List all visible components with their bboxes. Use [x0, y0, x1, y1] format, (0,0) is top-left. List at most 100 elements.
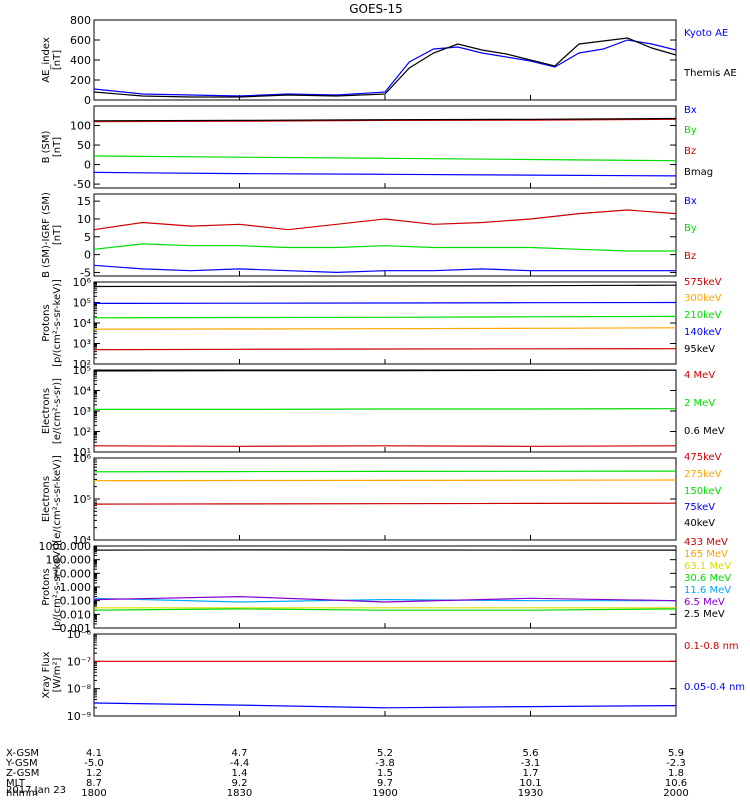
legend-bx: Bx	[684, 105, 697, 116]
y-tick-label: 0	[84, 159, 91, 172]
y-tick-label: 10⁴	[73, 534, 92, 547]
series-line-kyoto-ae	[93, 39, 677, 97]
y-tick-label: 600	[70, 34, 91, 47]
ephem-value: 1.8	[668, 768, 684, 779]
y-tick-label: 10⁴	[73, 317, 92, 330]
y-tick-label: 400	[70, 54, 91, 67]
legend-140kev: 140keV	[684, 327, 722, 338]
y-tick-label: 1000.000	[39, 540, 92, 553]
legend-210kev: 210keV	[684, 310, 722, 321]
y-tick-label: 200	[70, 74, 91, 87]
legend-0-1-0-8-nm: 0.1-0.8 nm	[684, 641, 739, 652]
series-line-bmag	[93, 117, 677, 122]
y-axis-label: Electrons	[41, 388, 52, 434]
ephem-value: 1900	[372, 788, 397, 799]
ephem-value: 8.7	[86, 778, 102, 789]
y-tick-label: 100.000	[46, 554, 92, 567]
y-axis-label: [nT]	[52, 137, 63, 157]
panel-2: -50 0 50 100 B (SM) [nT] Bx By Bz Bmag	[41, 105, 713, 191]
date-label: 2017 Jan 23	[6, 785, 66, 796]
y-axis-label: Protons	[41, 568, 52, 605]
y-tick-label: 1.000	[60, 581, 92, 594]
y-axis-label: Protons	[41, 304, 52, 341]
legend-by: By	[684, 223, 697, 234]
y-axis-label: [e/(cm²-s-sr)]	[52, 378, 63, 444]
panel-frame	[93, 281, 677, 365]
legend-433-mev: 433 MeV	[684, 537, 728, 548]
y-tick-label: 10²	[73, 426, 91, 439]
series-line-140kev	[93, 301, 677, 304]
y-tick-label: 50	[77, 139, 91, 152]
legend-2-5-mev: 2.5 MeV	[684, 609, 725, 620]
legend-bz: Bz	[684, 146, 696, 157]
series-line-6-5-mev	[93, 595, 677, 603]
y-axis-label: [p/(cm²-s-sr-keV)]	[52, 543, 63, 631]
y-tick-label: 0	[84, 94, 91, 107]
y-tick-label: 10	[77, 213, 91, 226]
legend-bmag: Bmag	[684, 167, 713, 178]
panel-frame	[93, 19, 677, 101]
series-line-4-mev	[93, 445, 677, 447]
series-line-bz	[93, 118, 677, 123]
legend-4-mev: 4 MeV	[684, 370, 715, 381]
ephem-value: 1830	[227, 788, 252, 799]
y-tick-label: -5	[80, 266, 91, 279]
ephem-label-z-gsm: Z-GSM	[6, 768, 39, 779]
legend-275kev: 275keV	[684, 469, 722, 480]
panel-frame	[93, 457, 677, 541]
panel-6: 10⁴ 10⁵ 10⁶ Electrons [e/(cm²-s-sr-keV)] 475k…	[41, 452, 722, 547]
y-axis-label: [nT]	[52, 225, 63, 245]
legend-2-mev: 2 MeV	[684, 398, 715, 409]
ephem-value: 10.1	[519, 778, 541, 789]
ephem-label-hhmm: hhmm	[6, 788, 38, 799]
ephem-value: -5.0	[84, 758, 104, 769]
y-tick-label: 10⁻⁶	[67, 628, 92, 641]
series-line-2-mev	[94, 408, 677, 410]
y-tick-label: 10⁵	[73, 493, 91, 506]
series-line-30-6-mev	[93, 608, 677, 611]
ephem-value: 1.7	[523, 768, 539, 779]
series-line-themis-ae	[93, 37, 677, 98]
y-tick-label: 10³	[73, 405, 91, 418]
ephem-value: -3.1	[521, 758, 541, 769]
series-line-0-6-mev	[93, 369, 677, 372]
ephem-label-x-gsm: X-GSM	[6, 748, 39, 759]
ephem-value: 4.7	[232, 748, 248, 759]
ephem-value: 1930	[518, 788, 543, 799]
y-tick-label: 10.000	[53, 567, 92, 580]
y-tick-label: 10⁵	[73, 364, 91, 377]
series-line-300kev	[93, 327, 677, 330]
y-tick-label: 10⁻⁸	[67, 683, 92, 696]
legend-11-6-mev: 11.6 MeV	[684, 585, 731, 596]
series-line-210kev	[93, 315, 677, 319]
legend-6-5-mev: 6.5 MeV	[684, 597, 725, 608]
series-line-150kev	[93, 470, 677, 473]
y-axis-label: [nT]	[52, 50, 63, 70]
plot-title: GOES-15	[349, 2, 403, 16]
y-tick-label: 15	[77, 195, 91, 208]
ephem-value: 1.2	[86, 768, 102, 779]
series-line-475kev	[93, 502, 677, 505]
ephem-value: 1.4	[232, 768, 248, 779]
y-tick-label: 10¹	[73, 446, 91, 459]
panel-7: 0.0010.0100.1001.00010.000100.0001000.00…	[39, 537, 732, 635]
y-axis-label: B (SM)	[41, 130, 52, 163]
series-line-by	[93, 243, 676, 252]
series-line-by	[93, 155, 677, 162]
ephem-value: 4.1	[86, 748, 102, 759]
ephem-value: 5.6	[523, 748, 539, 759]
series-line-0-05-0-4-nm	[93, 702, 677, 709]
y-tick-label: 10⁻⁹	[67, 710, 91, 723]
y-tick-label: 10⁶	[73, 276, 92, 289]
y-axis-label: [W/m²]	[52, 657, 63, 692]
legend-kyoto-ae: Kyoto AE	[684, 28, 728, 39]
y-tick-label: 10³	[73, 338, 91, 351]
series-line-bx	[93, 264, 676, 274]
y-axis-label: Xray Flux	[41, 651, 52, 698]
y-axis-label: Electrons	[41, 476, 52, 522]
series-line-95kev	[93, 284, 677, 288]
panel-1: 0 200 400 600 800 AE_index [nT] Kyoto AE Themis …	[41, 14, 737, 107]
legend-themis-ae: Themis AE	[683, 68, 737, 79]
